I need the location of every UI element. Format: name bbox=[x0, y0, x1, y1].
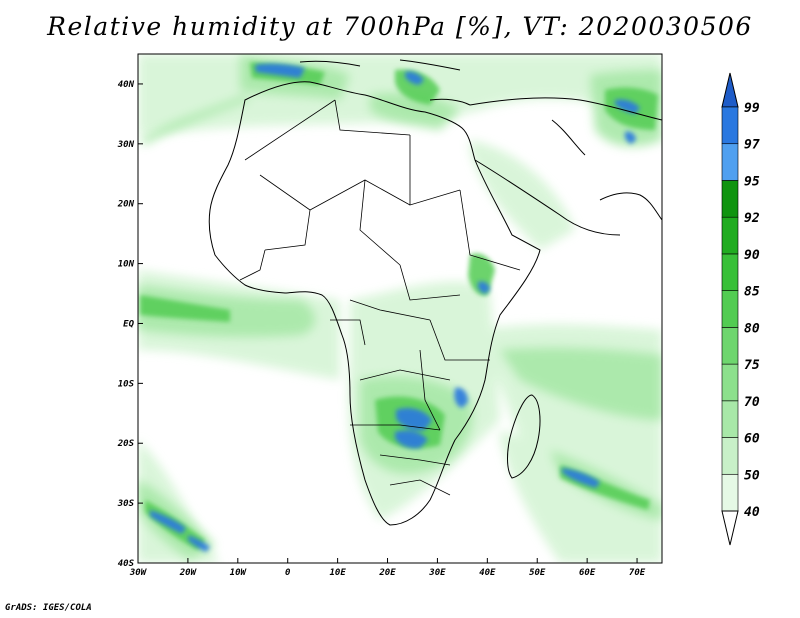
colorbar-label: 99 bbox=[744, 101, 760, 116]
colorbar-label: 80 bbox=[744, 321, 760, 336]
colorbar-top-arrow bbox=[721, 72, 739, 108]
coastlines bbox=[208, 59, 662, 526]
colorbar-segment bbox=[721, 106, 739, 145]
y-tick-label: 20S bbox=[117, 439, 135, 449]
y-tick-label: 40N bbox=[118, 80, 135, 90]
country-borders bbox=[239, 99, 521, 496]
y-tick-label: 10S bbox=[118, 379, 135, 389]
colorbar-segment bbox=[721, 290, 739, 328]
plot-frame bbox=[137, 53, 663, 564]
y-tick-label: 20N bbox=[117, 200, 135, 210]
x-tick-label: 10W bbox=[230, 568, 248, 578]
x-tick-label: 10E bbox=[329, 568, 346, 578]
colorbar-segment bbox=[721, 143, 739, 181]
colorbar-label: 85 bbox=[744, 285, 760, 300]
colorbar-label: 40 bbox=[744, 505, 760, 520]
y-tick-label: 40S bbox=[118, 559, 135, 569]
colorbar-segment bbox=[721, 437, 739, 475]
x-tick-label: 70E bbox=[629, 568, 646, 578]
colorbar-segment bbox=[721, 180, 739, 218]
map-title: Relative humidity at 700hPa [%], VT: 202… bbox=[47, 12, 753, 41]
x-tick-label: 60E bbox=[579, 568, 596, 578]
grads-credit: GrADS: IGES/COLA bbox=[5, 603, 92, 613]
colorbar: 40 50 60 70 75 80 85 90 92 95 97 99 bbox=[721, 72, 760, 546]
colorbar-segment bbox=[721, 400, 739, 438]
colorbar-label: 97 bbox=[744, 138, 760, 153]
x-tick-label: 20W bbox=[179, 568, 198, 578]
x-tick-label: 50E bbox=[529, 568, 546, 578]
colorbar-label: 75 bbox=[744, 358, 760, 373]
axes: 30W 20W 10W 0 10E 20E 30E 40E 50E 60E 70E 40N 30N 20N… bbox=[117, 80, 646, 578]
x-tick-label: 20E bbox=[378, 568, 396, 578]
colorbar-segment bbox=[721, 253, 739, 291]
colorbar-label: 70 bbox=[744, 395, 760, 410]
humidity-field bbox=[138, 54, 662, 563]
colorbar-segment bbox=[721, 363, 739, 402]
y-tick-label: 30N bbox=[117, 140, 135, 150]
colorbar-label: 90 bbox=[744, 248, 760, 263]
colorbar-segment bbox=[721, 327, 739, 365]
colorbar-bottom-arrow bbox=[721, 510, 739, 546]
colorbar-label: 95 bbox=[744, 174, 760, 189]
x-tick-label: 0 bbox=[285, 568, 291, 578]
colorbar-label: 92 bbox=[744, 211, 760, 226]
x-tick-label: 40E bbox=[479, 568, 496, 578]
colorbar-label: 50 bbox=[744, 468, 760, 483]
y-tick-label: 10N bbox=[118, 260, 135, 270]
colorbar-segment bbox=[721, 216, 739, 255]
colorbar-segment bbox=[721, 473, 739, 512]
y-tick-label: EQ bbox=[123, 319, 134, 329]
x-tick-label: 30E bbox=[428, 568, 446, 578]
y-tick-label: 30S bbox=[117, 499, 135, 509]
x-tick-label: 30W bbox=[129, 568, 148, 578]
colorbar-label: 60 bbox=[744, 432, 760, 447]
